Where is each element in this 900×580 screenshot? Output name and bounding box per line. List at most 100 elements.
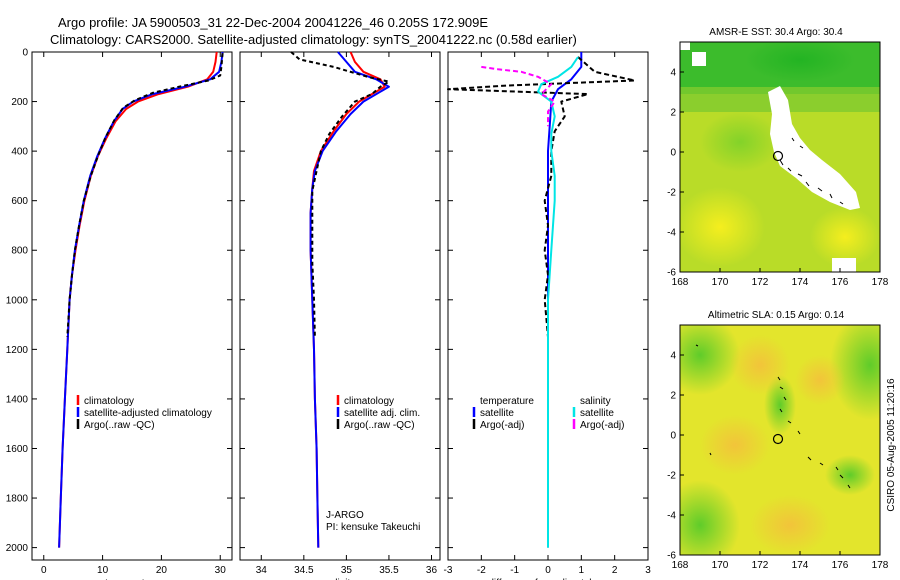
map-x-tick-label: 174 [792,560,809,571]
sla-map-green-nw [680,325,740,395]
sst-map-cloud-nw [692,52,706,66]
legend-label-sal-argo: Argo(-adj) [580,420,624,431]
difference-panel: -3 -2 -1 0 1 2 3 difference from climatology [444,51,651,580]
sst-map-axes: 168 170 172 174 176 178 -6 -4 -2 0 2 4 [667,68,889,289]
salinity-legend: climatology satellite adj. clim. Argo(..… [326,395,420,533]
y-tick-label: 400 [11,147,28,158]
series-line [447,56,636,338]
x-tick-label: 34 [256,565,268,576]
series-line [481,65,556,127]
series-line [537,56,579,548]
sla-map-title: Altimetric SLA: 0.15 Argo: 0.14 [708,310,845,321]
sla-map-orange-w [700,415,770,475]
map-y-tick-label: 0 [670,148,676,159]
x-axis-label: salinity [325,578,356,580]
map-y-tick-label: 2 [670,391,676,402]
legend-label-climatology: climatology [84,396,134,407]
legend-label-climatology: climatology [344,396,394,407]
map-y-tick-label: -2 [667,471,676,482]
legend-label-temperature: temperature [480,396,534,407]
x-tick-label: 34.5 [294,565,314,576]
sla-map-axes: 168 170 172 174 176 178 -6 -4 -2 0 2 4 [667,351,889,572]
y-tick-label: 600 [11,196,28,207]
map-y-tick-label: -6 [667,551,676,562]
pi-label: PI: kensuke Takeuchi [326,522,420,533]
x-tick-label: 20 [156,565,168,576]
map-x-tick-label: 170 [712,277,729,288]
sst-map-warm-core [745,42,855,82]
map-x-tick-label: 172 [752,560,769,571]
sla-map-profile-marker [772,433,784,445]
sla-map-orange-ne [795,355,845,405]
sla-map-green-east [825,455,875,495]
x-tick-label: -1 [510,565,519,576]
map-x-tick-label: 170 [712,560,729,571]
sst-map-title: AMSR-E SST: 30.4 Argo: 30.4 [709,27,843,38]
legend-label-satellite: satellite-adjusted climatology [84,408,212,419]
sst-map-track [779,137,844,205]
map-y-tick-label: 2 [670,108,676,119]
y-tick-label: 2000 [6,543,29,554]
series-line [66,53,224,338]
salinity-panel: 34 34.5 35 35.5 36 salinity [239,51,441,580]
x-tick-label: 0 [545,565,551,576]
x-tick-label: 10 [97,565,109,576]
sla-map-green-sw [680,480,740,555]
legend-label-temp-satellite: satellite [480,408,514,419]
map-x-tick-label: 168 [672,277,689,288]
y-tick-label: 0 [22,48,28,59]
x-tick-label: 2 [612,565,618,576]
temperature-legend: climatology satellite-adjusted climatolo… [76,395,212,431]
map-x-tick-label: 174 [792,277,809,288]
series-line [290,51,390,338]
legend-label-temp-argo: Argo(-adj) [480,420,524,431]
sla-map-green-ne [830,325,880,420]
legend-label-argo: Argo(..raw -QC) [344,420,415,431]
map-y-tick-label: -4 [667,228,676,239]
map-x-tick-label: 172 [752,277,769,288]
y-tick-label: 800 [11,246,28,257]
x-axis-label: difference from climatology [488,578,607,580]
sst-map [679,41,881,273]
map-x-tick-label: 168 [672,560,689,571]
map-x-tick-label: 176 [832,277,849,288]
map-x-tick-label: 178 [872,560,889,571]
x-tick-label: 35.5 [379,565,399,576]
y-tick-label: 1000 [6,295,29,306]
map-x-tick-label: 178 [872,277,889,288]
sst-map-green-patch [700,112,780,172]
sla-map [679,324,881,556]
legend-label-sal-satellite: satellite [580,408,614,419]
y-tick-label: 200 [11,97,28,108]
x-axis-label: temperature [105,578,159,580]
map-y-tick-label: -6 [667,268,676,279]
y-tick-label: 1200 [6,345,29,356]
plot-frame [239,51,441,561]
map-y-tick-label: 4 [670,351,676,362]
sst-map-frame [679,41,881,273]
legend-label-argo: Argo(..raw -QC) [84,420,155,431]
sst-map-cloud-mask [768,86,860,210]
agency-label: J-ARGO [326,510,364,521]
legend-label-salinity: salinity [580,396,611,407]
x-tick-label: 30 [215,565,227,576]
figure-title-line1: Argo profile: JA 5900503_31 22-Dec-2004 … [58,15,488,30]
sst-map-yellow-patch-sw [680,187,765,267]
y-tick-label: 1400 [6,394,29,405]
legend-label-satellite: satellite adj. clim. [344,408,420,419]
temperature-panel: 0 10 20 30 0 200 400 600 800 1000 1200 1400 1600 1800… [6,48,233,580]
map-y-tick-label: 0 [670,431,676,442]
y-tick-label: 1800 [6,494,29,505]
map-y-tick-label: -2 [667,188,676,199]
x-tick-label: -2 [477,565,486,576]
sst-map-yellow-patch-se [810,207,880,267]
sst-map-profile-marker [772,150,784,162]
x-tick-label: 3 [645,565,651,576]
sla-map-track [695,344,851,489]
x-tick-label: -3 [444,565,453,576]
map-y-tick-label: -4 [667,511,676,522]
difference-legend: temperature satellite Argo(-adj) salinit… [472,396,624,431]
x-tick-label: 0 [41,565,47,576]
x-tick-label: 35 [341,565,353,576]
